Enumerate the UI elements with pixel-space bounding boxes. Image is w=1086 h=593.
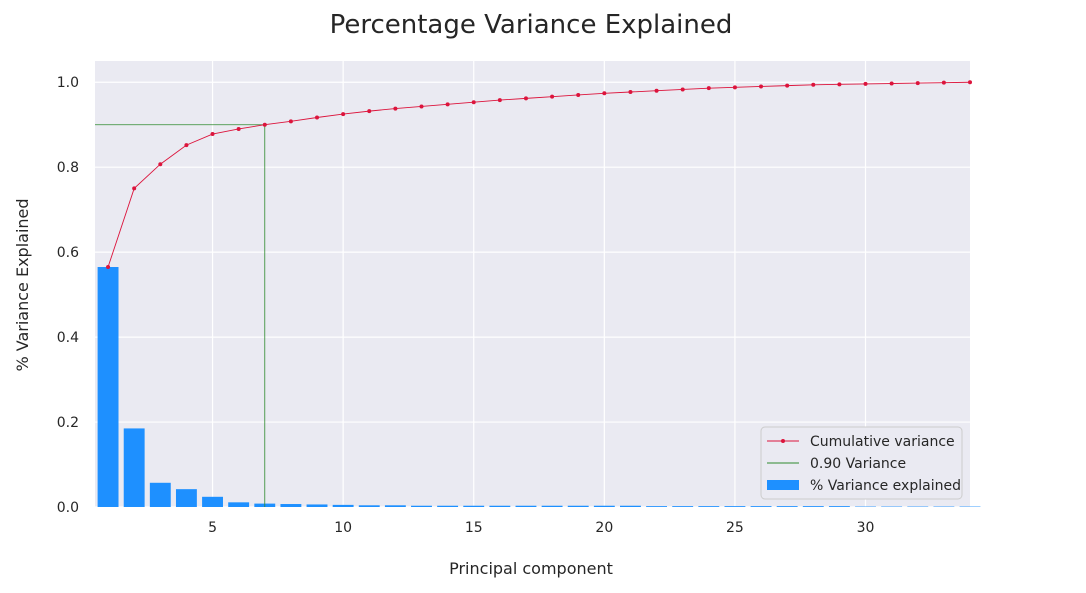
cumulative-point: [289, 119, 293, 123]
x-tick-labels: 5 10 15 20 25 30: [208, 520, 874, 536]
bar: [620, 506, 641, 507]
cumulative-point: [785, 84, 789, 88]
bar: [594, 506, 615, 507]
cumulative-point: [628, 90, 632, 94]
bar: [307, 504, 328, 507]
bar: [542, 506, 563, 507]
x-tick-label: 5: [208, 520, 217, 536]
bar: [333, 505, 354, 507]
legend: Cumulative variance 0.90 Variance % Varian…: [761, 427, 962, 499]
cumulative-point: [393, 107, 397, 111]
bar: [698, 506, 719, 507]
legend-marker-cumulative: [781, 439, 785, 443]
bar: [150, 483, 171, 507]
bar: [463, 506, 484, 507]
cumulative-point: [237, 127, 241, 131]
y-tick-labels: 0.0 0.2 0.4 0.6 0.8 1.0: [57, 75, 79, 516]
y-tick-label: 0.2: [57, 415, 79, 431]
legend-swatch-bars: [767, 480, 799, 490]
bar: [568, 506, 589, 507]
cumulative-point: [968, 80, 972, 84]
bar: [751, 506, 772, 507]
cumulative-point: [446, 102, 450, 106]
cumulative-point: [837, 82, 841, 86]
x-axis-label: Principal component: [449, 559, 613, 578]
cumulative-point: [106, 265, 110, 269]
chart-title: Percentage Variance Explained: [330, 10, 733, 40]
cumulative-point: [211, 132, 215, 136]
cumulative-point: [184, 143, 188, 147]
y-tick-label: 0.0: [57, 500, 79, 516]
bar: [280, 504, 301, 507]
bar: [777, 506, 798, 507]
legend-label: % Variance explained: [810, 478, 961, 494]
cumulative-point: [524, 96, 528, 100]
bar: [672, 506, 693, 507]
cumulative-point: [890, 82, 894, 86]
x-tick-label: 10: [334, 520, 352, 536]
bar: [411, 506, 432, 507]
bar: [489, 506, 510, 507]
cumulative-point: [419, 104, 423, 108]
cumulative-point: [472, 100, 476, 104]
bar: [202, 497, 223, 507]
cumulative-point: [315, 115, 319, 119]
bar: [385, 505, 406, 507]
legend-label: Cumulative variance: [810, 434, 955, 450]
bar: [98, 267, 119, 507]
cumulative-point: [733, 85, 737, 89]
bar: [437, 506, 458, 507]
bar: [359, 505, 380, 507]
cumulative-point: [655, 89, 659, 93]
cumulative-point: [263, 123, 267, 127]
bar: [829, 506, 850, 507]
x-tick-label: 30: [857, 520, 875, 536]
cumulative-point: [707, 86, 711, 90]
bar: [176, 489, 197, 507]
x-tick-label: 25: [726, 520, 744, 536]
bar: [516, 506, 537, 507]
cumulative-point: [602, 91, 606, 95]
cumulative-point: [132, 186, 136, 190]
cumulative-point: [550, 95, 554, 99]
cumulative-point: [681, 87, 685, 91]
cumulative-point: [576, 93, 580, 97]
cumulative-point: [341, 112, 345, 116]
bar: [646, 506, 667, 507]
legend-label: 0.90 Variance: [810, 456, 906, 472]
y-tick-label: 0.6: [57, 245, 79, 261]
bar: [724, 506, 745, 507]
cumulative-point: [158, 162, 162, 166]
cumulative-point: [864, 82, 868, 86]
bar: [228, 502, 249, 507]
cumulative-point: [759, 84, 763, 88]
bar: [803, 506, 824, 507]
cumulative-point: [916, 81, 920, 85]
cumulative-point: [942, 81, 946, 85]
x-tick-label: 15: [465, 520, 483, 536]
x-tick-label: 20: [595, 520, 613, 536]
cumulative-point: [811, 83, 815, 87]
bar: [124, 428, 145, 507]
y-tick-label: 0.8: [57, 160, 79, 176]
y-tick-label: 0.4: [57, 330, 79, 346]
y-tick-label: 1.0: [57, 75, 79, 91]
cumulative-point: [367, 109, 371, 113]
y-axis-label: % Variance Explained: [13, 198, 32, 371]
cumulative-point: [498, 98, 502, 102]
